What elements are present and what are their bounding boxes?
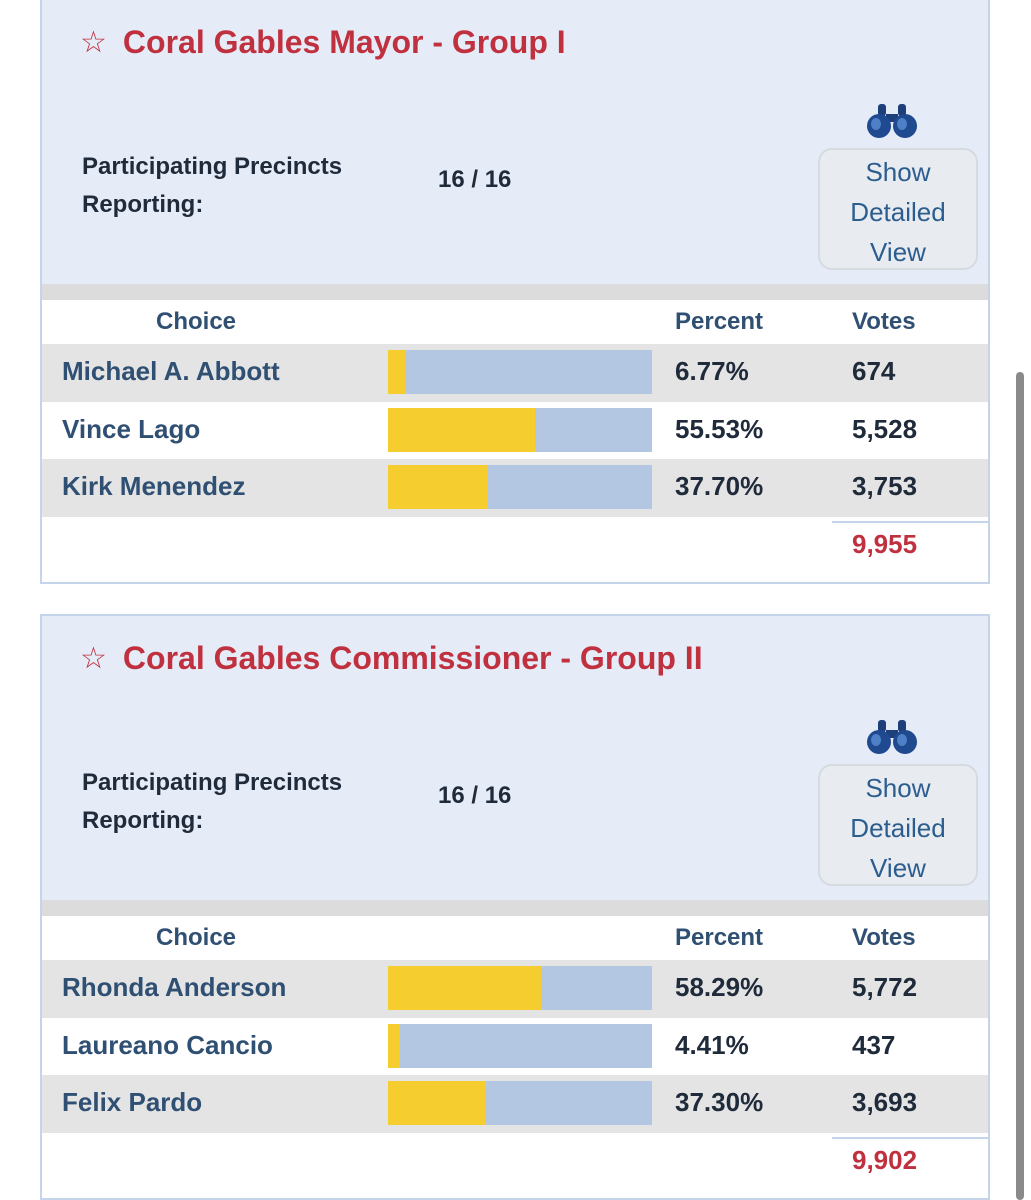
race-title[interactable]: ☆ Coral Gables Commissioner - Group II [80,640,703,677]
total-votes: 9,902 [852,1144,918,1175]
total-divider [832,1136,990,1139]
star-outline-icon[interactable]: ☆ [80,641,107,675]
race-title-text: Coral Gables Commissioner - Group II [122,640,703,676]
race-card-commissioner: ☆ Coral Gables Commissioner - Group II P… [40,614,990,1200]
candidate-name: Rhonda Anderson [62,972,287,1002]
percent-bar [388,465,652,509]
candidate-name: Vince Lago [62,413,201,444]
column-choice: Choice [156,308,237,335]
candidate-votes: 5,528 [852,413,918,444]
percent-bar [388,1081,652,1125]
candidate-votes: 5,772 [852,972,918,1002]
percent-bar [388,1023,652,1068]
race-title-text: Coral Gables Mayor - Group I [122,24,566,60]
column-choice: Choice [156,924,237,951]
candidate-votes: 3,693 [852,1087,918,1117]
percent-bar-fill [388,465,488,509]
precincts-label: Participating Precincts Reporting: [82,769,343,834]
percent-bar-fill [388,1023,400,1068]
binoculars-icon[interactable] [864,100,920,140]
percent-bar [388,350,652,394]
total-divider [832,520,990,523]
percent-bar-fill [388,407,535,452]
candidate-percent: 6.77% [675,356,749,386]
total-votes: 9,955 [852,528,918,559]
table-row: Michael A. Abbott 6.77% 674 [42,344,988,402]
candidate-name: Michael A. Abbott [62,356,280,386]
candidate-votes: 437 [852,1029,896,1060]
column-percent: Percent [675,924,764,951]
candidate-name: Kirk Menendez [62,471,246,501]
percent-bar [388,966,652,1010]
candidate-percent: 58.29% [675,972,764,1002]
race-title[interactable]: ☆ Coral Gables Mayor - Group I [80,24,566,61]
column-votes: Votes [852,924,916,951]
candidate-percent: 37.30% [675,1087,764,1117]
percent-bar-fill [388,966,542,1010]
percent-bar-fill [388,1081,487,1125]
precincts-value: 16 / 16 [438,166,512,193]
show-detailed-view-button[interactable]: Show Detailed View [818,764,978,886]
column-votes: Votes [852,308,916,335]
table-row: Vince Lago 55.53% 5,528 [42,402,988,460]
results-table-header: Choice Percent Votes [42,916,988,960]
total-row: 9,902 [42,1133,990,1193]
precincts-value: 16 / 16 [438,782,512,809]
results-table-header: Choice Percent Votes [42,300,988,344]
precincts-label: Participating Precincts Reporting: [82,153,343,218]
scrollbar[interactable] [1016,372,1024,1200]
candidate-percent: 4.41% [675,1029,749,1060]
table-row: Kirk Menendez 37.70% 3,753 [42,459,988,517]
table-row: Felix Pardo 37.30% 3,693 [42,1075,988,1133]
total-row: 9,955 [42,517,990,577]
percent-bar-fill [388,350,406,394]
candidate-name: Felix Pardo [62,1087,203,1117]
table-row: Rhonda Anderson 58.29% 5,772 [42,960,988,1018]
candidate-percent: 37.70% [675,471,764,501]
divider [42,900,988,916]
race-header: ☆ Coral Gables Mayor - Group I Participa… [42,0,988,284]
candidate-name: Laureano Cancio [62,1029,273,1060]
divider [42,284,988,300]
race-card-mayor: ☆ Coral Gables Mayor - Group I Participa… [40,0,990,584]
candidate-percent: 55.53% [675,413,764,444]
binoculars-icon[interactable] [864,716,920,756]
percent-bar [388,407,652,452]
race-header: ☆ Coral Gables Commissioner - Group II P… [42,616,988,900]
star-outline-icon[interactable]: ☆ [80,25,107,59]
candidate-votes: 3,753 [852,471,918,501]
column-percent: Percent [675,308,764,335]
show-detailed-view-button[interactable]: Show Detailed View [818,148,978,270]
candidate-votes: 674 [852,356,896,386]
table-row: Laureano Cancio 4.41% 437 [42,1018,988,1076]
